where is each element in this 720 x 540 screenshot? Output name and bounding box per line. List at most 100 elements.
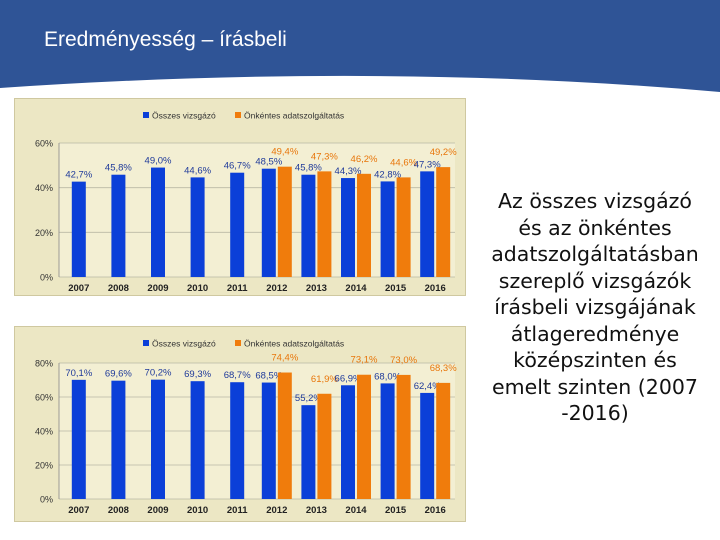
legend-swatch <box>235 340 241 346</box>
bar-osszes <box>111 380 126 499</box>
legend-swatch <box>143 340 149 346</box>
x-tick-label: 2016 <box>425 505 446 516</box>
data-label-osszes: 46,7% <box>224 161 251 172</box>
data-label-osszes: 69,6% <box>105 369 132 380</box>
data-label-onkentes: 61,9% <box>311 374 338 385</box>
bar-osszes <box>190 381 205 499</box>
bar-onkentes <box>357 173 371 277</box>
x-tick-label: 2015 <box>385 505 407 516</box>
bar-osszes <box>341 178 355 277</box>
bar-onkentes <box>317 393 332 499</box>
x-tick-label: 2008 <box>108 283 129 294</box>
x-tick-label: 2012 <box>266 283 287 294</box>
bar-onkentes <box>436 167 451 277</box>
y-tick-label: 40% <box>35 183 53 193</box>
data-label-osszes: 44,3% <box>335 166 362 177</box>
y-tick-label: 40% <box>35 427 53 437</box>
bar-osszes <box>420 392 435 499</box>
data-label-osszes: 45,8% <box>295 163 322 174</box>
bar-onkentes <box>277 166 292 277</box>
y-tick-label: 80% <box>35 359 53 369</box>
bar-osszes <box>190 177 205 277</box>
data-label-onkentes: 49,2% <box>430 147 457 158</box>
data-label-onkentes: 73,0% <box>390 355 417 366</box>
data-label-onkentes: 73,1% <box>351 355 378 366</box>
y-tick-label: 20% <box>35 228 53 238</box>
legend-label: Összes vizsgázó <box>152 339 216 349</box>
data-label-osszes: 62,4% <box>414 381 441 392</box>
x-tick-label: 2013 <box>306 283 327 294</box>
legend-label: Önkéntes adatszolgáltatás <box>244 111 344 121</box>
x-tick-label: 2009 <box>147 283 168 294</box>
bar-onkentes <box>357 374 371 499</box>
data-label-osszes: 48,5% <box>255 157 282 168</box>
data-label-osszes: 66,9% <box>335 373 362 384</box>
title-banner-shape <box>0 0 720 92</box>
bar-osszes <box>71 181 86 277</box>
slide-title: Eredményesség – írásbeli <box>44 28 287 51</box>
y-tick-label: 60% <box>35 393 53 403</box>
data-label-osszes: 68,5% <box>255 371 282 382</box>
bar-onkentes <box>436 382 451 499</box>
x-tick-label: 2015 <box>385 283 407 294</box>
y-tick-label: 20% <box>35 461 53 471</box>
data-label-osszes: 70,1% <box>65 368 92 379</box>
x-tick-label: 2014 <box>345 505 367 516</box>
data-label-osszes: 68,0% <box>374 371 401 382</box>
data-label-osszes: 44,6% <box>184 165 211 176</box>
bar-osszes <box>380 181 395 277</box>
data-label-osszes: 42,7% <box>65 170 92 181</box>
x-tick-label: 2007 <box>68 283 89 294</box>
legend-swatch <box>143 112 149 118</box>
chart-panel-2: 0% 20% 40% 60% 80% Összes vizsgázó Önkéntes ad… <box>14 326 466 522</box>
bar-osszes <box>261 382 276 499</box>
x-tick-label: 2013 <box>306 505 327 516</box>
x-tick-label: 2011 <box>227 505 248 516</box>
x-tick-label: 2014 <box>345 283 367 294</box>
x-tick-label: 2010 <box>187 505 208 516</box>
bar-osszes <box>151 167 165 277</box>
y-tick-label: 0% <box>40 495 53 505</box>
bar-osszes <box>230 382 245 499</box>
data-label-onkentes: 47,3% <box>311 151 338 162</box>
bar-osszes <box>380 383 395 499</box>
bar-onkentes <box>317 171 332 277</box>
legend-swatch <box>235 112 241 118</box>
data-label-osszes: 49,0% <box>145 156 172 167</box>
data-label-onkentes: 44,6% <box>390 157 417 168</box>
x-tick-label: 2008 <box>108 505 129 516</box>
data-label-osszes: 42,8% <box>374 169 401 180</box>
y-tick-label: 60% <box>35 139 53 149</box>
data-label-onkentes: 49,4% <box>271 147 298 158</box>
bar-osszes <box>301 405 316 499</box>
bar-osszes <box>261 168 276 277</box>
legend-label: Összes vizsgázó <box>152 111 216 121</box>
bar-osszes <box>341 385 355 499</box>
data-label-osszes: 45,8% <box>105 163 132 174</box>
bar-onkentes <box>396 374 411 499</box>
bar-osszes <box>151 379 165 499</box>
bar-osszes <box>111 174 126 277</box>
data-label-osszes: 70,2% <box>145 368 172 379</box>
bar-osszes <box>230 172 245 277</box>
data-label-osszes: 55,2% <box>295 393 322 404</box>
bar-osszes <box>420 171 435 277</box>
x-tick-label: 2016 <box>425 283 446 294</box>
x-tick-label: 2010 <box>187 283 208 294</box>
data-label-osszes: 47,3% <box>414 159 441 170</box>
bar-onkentes <box>277 372 292 499</box>
legend-label: Önkéntes adatszolgáltatás <box>244 339 344 349</box>
data-label-osszes: 68,7% <box>224 370 251 381</box>
bar-onkentes <box>396 177 411 277</box>
data-label-osszes: 69,3% <box>184 369 211 380</box>
data-label-onkentes: 74,4% <box>271 353 298 364</box>
y-tick-label: 0% <box>40 273 53 283</box>
x-tick-label: 2007 <box>68 505 89 516</box>
bar-chart-1: 0% 20% 40% 60% Összes vizsgázó Önkéntes adats… <box>35 111 457 295</box>
bar-osszes <box>301 174 316 277</box>
bar-chart-2: 0% 20% 40% 60% 80% Összes vizsgázó Önkéntes ad… <box>35 339 457 517</box>
chart-panel-1: 0% 20% 40% 60% Összes vizsgázó Önkéntes adats… <box>14 98 466 296</box>
data-label-onkentes: 68,3% <box>430 363 457 374</box>
x-tick-label: 2009 <box>147 505 168 516</box>
data-label-onkentes: 46,2% <box>351 154 378 165</box>
